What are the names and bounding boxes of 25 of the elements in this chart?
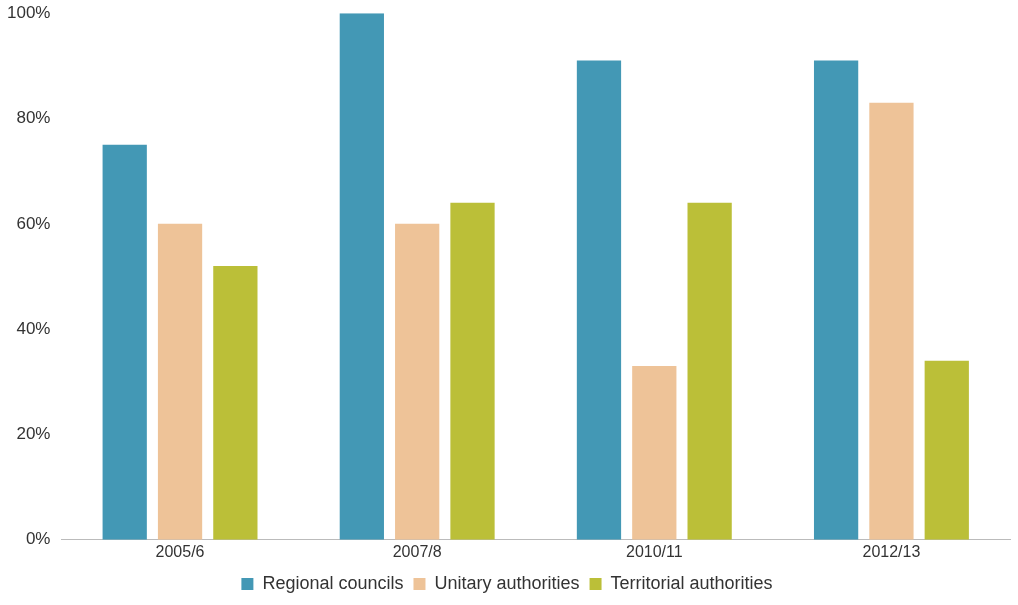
bar — [924, 360, 969, 540]
bar — [632, 366, 677, 540]
y-tick-label: 60% — [16, 213, 51, 233]
legend-label: Territorial authorities — [610, 572, 773, 593]
x-tick-label: 2007/8 — [392, 542, 442, 560]
bar — [576, 60, 622, 540]
bar — [213, 265, 258, 540]
bar — [339, 13, 384, 540]
y-tick-label: 0% — [25, 529, 51, 549]
x-tick-label: 2005/6 — [155, 542, 205, 560]
x-tick-label: 2012/13 — [862, 542, 921, 560]
y-tick-label: 100% — [7, 2, 51, 22]
x-tick-label: 2010/11 — [625, 542, 683, 560]
bar — [687, 202, 732, 540]
legend-label: Unitary authorities — [434, 572, 580, 593]
bar — [395, 223, 440, 540]
bar — [102, 144, 147, 540]
bar — [869, 102, 914, 540]
bar — [157, 223, 203, 540]
y-tick-label: 40% — [16, 318, 51, 338]
bar — [450, 202, 495, 540]
bar — [813, 60, 859, 540]
y-tick-label: 80% — [16, 108, 51, 128]
legend-label: Regional councils — [262, 572, 404, 593]
y-tick-label: 20% — [16, 424, 51, 444]
